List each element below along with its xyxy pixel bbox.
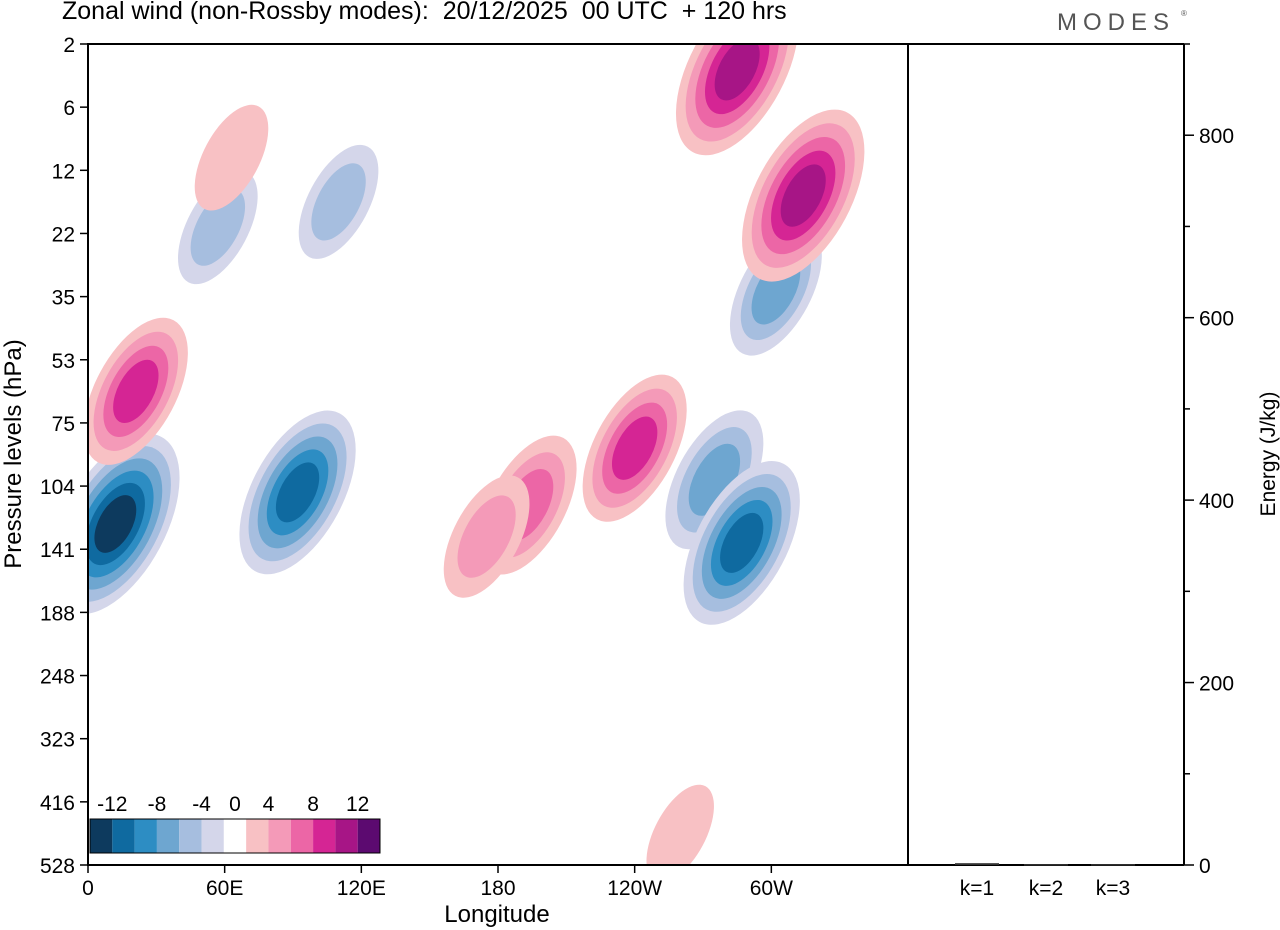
- colorbar-swatch: [223, 819, 247, 853]
- colorbar-label: 0: [229, 793, 241, 816]
- energy-bar: [955, 863, 999, 865]
- y-tick-label: 6: [63, 97, 75, 120]
- colorbar-label: 12: [346, 793, 369, 816]
- contour-band: [720, 512, 764, 573]
- contour-band: [190, 188, 246, 266]
- energy-category-label: k=3: [1096, 877, 1130, 900]
- energy-tick-label: 200: [1199, 673, 1234, 696]
- y-axis: 2 6 12 22 35 53 75 104 141 188 248 323 416 528: [40, 34, 88, 878]
- y-tick-label: 2: [63, 34, 75, 57]
- contour-feature: [88, 433, 180, 615]
- colorbar-swatch: [156, 819, 180, 853]
- contour-band: [457, 495, 516, 578]
- contour-feature: [178, 170, 258, 285]
- contour-feature: [646, 784, 714, 865]
- y-tick-label: 12: [52, 160, 75, 183]
- contour-feature: [443, 475, 530, 598]
- heatmap-panel: [87, 43, 909, 866]
- y-tick-label: 75: [52, 413, 75, 436]
- colorbar-label: 4: [263, 793, 275, 816]
- energy-tick-label: 400: [1199, 490, 1234, 513]
- colorbar-swatch: [112, 819, 135, 853]
- x-tick-label: 0: [82, 877, 94, 900]
- energy-tick-label: 600: [1199, 308, 1234, 331]
- contour-feature: [665, 410, 764, 550]
- x-tick-label: 60E: [206, 877, 243, 900]
- y-tick-label: 323: [40, 729, 75, 752]
- energy-tick-label: 0: [1199, 855, 1211, 878]
- y-tick-label: 53: [52, 350, 75, 373]
- contour-feature: [298, 144, 379, 259]
- colorbar-swatch: [134, 819, 157, 853]
- contour-band: [780, 164, 826, 227]
- y-tick-label: 22: [52, 223, 75, 246]
- x-tick-label: 180: [480, 877, 515, 900]
- energy-tick-label: 800: [1199, 125, 1234, 148]
- contour-feature: [239, 410, 356, 575]
- y-tick-label: 141: [40, 539, 75, 562]
- contour-band: [688, 443, 741, 516]
- contour-band: [311, 163, 366, 241]
- energy-axis-label: Energy (J/kg): [1257, 392, 1280, 517]
- contour-feature: [742, 109, 865, 282]
- energy-axis: 0 200 400 600 800: [1184, 43, 1234, 878]
- colorbar-swatch: [290, 819, 314, 853]
- x-tick-label: 120E: [337, 877, 386, 900]
- y-tick-label: 35: [52, 287, 75, 310]
- chart-title: Zonal wind (non-Rossby modes): 20/12/202…: [62, 0, 787, 25]
- x-tick-label: 60W: [750, 877, 793, 900]
- energy-category-label: k=1: [960, 877, 994, 900]
- y-tick-label: 104: [40, 476, 75, 499]
- contour-feature: [683, 461, 800, 625]
- brand-registered-mark: ®: [1181, 9, 1187, 18]
- brand-logo: MODES: [1057, 9, 1176, 36]
- x-axis-label: Longitude: [444, 901, 549, 928]
- x-tick-label: 120W: [607, 877, 662, 900]
- contour-band: [714, 44, 760, 101]
- contour-feature: [194, 104, 269, 211]
- colorbar-swatch: [201, 819, 224, 853]
- energy-bar: [1024, 864, 1068, 866]
- colorbar-swatch: [268, 819, 291, 853]
- contour-feature: [582, 374, 687, 522]
- colorbar-label: -8: [148, 793, 167, 816]
- colorbar-label: -4: [192, 793, 211, 816]
- colorbar-label: 8: [307, 793, 319, 816]
- energy-panel: k=1 k=2 k=3 0 200 400 600 800 Energy (J/kg): [908, 43, 1280, 900]
- contour-band: [94, 495, 137, 553]
- colorbar-swatch: [357, 819, 380, 853]
- energy-bars: k=1 k=2 k=3: [955, 863, 1135, 900]
- contour-band: [194, 104, 269, 211]
- colorbar-swatch: [90, 819, 113, 853]
- y-axis-label: Pressure levels (hPa): [0, 339, 27, 568]
- y-tick-label: 248: [40, 666, 75, 689]
- contour-band: [113, 359, 159, 423]
- x-axis: 0 60E 120E 180 120W 60W: [82, 865, 793, 900]
- colorbar-swatch: [179, 819, 202, 853]
- contour-feature: [88, 317, 188, 465]
- contour-band: [275, 462, 320, 523]
- y-tick-label: 416: [40, 792, 75, 815]
- y-tick-label: 188: [40, 602, 75, 625]
- heatmap-contours: [88, 44, 865, 865]
- colorbar: -12 -8 -4 0 4 8 12: [89, 793, 381, 854]
- colorbar-label: -12: [97, 793, 127, 816]
- colorbar-swatch: [335, 819, 358, 853]
- contour-band: [611, 416, 658, 480]
- contour-feature: [675, 44, 799, 156]
- colorbar-frame: [89, 818, 381, 854]
- contour-band: [646, 784, 714, 865]
- colorbar-swatch: [313, 819, 336, 853]
- y-tick-label: 528: [40, 855, 75, 878]
- energy-category-label: k=2: [1029, 877, 1063, 900]
- colorbar-swatch: [246, 819, 269, 853]
- energy-bar: [1091, 864, 1135, 866]
